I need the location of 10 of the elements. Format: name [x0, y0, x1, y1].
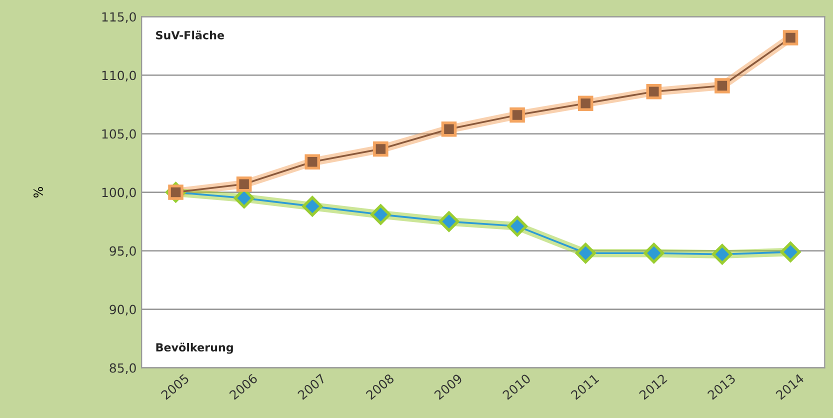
- y-tick-label: 85,0: [110, 363, 136, 374]
- y-tick-label: 105,0: [102, 129, 136, 140]
- y-tick-label: 90,0: [110, 304, 136, 316]
- y-tick-label: 115,0: [102, 12, 136, 23]
- y-tick-label: 110,0: [102, 70, 136, 82]
- y-tick-label: 100,0: [102, 188, 136, 198]
- y-axis-title: %: [34, 187, 43, 198]
- annotation: SuV-Fläche: [156, 30, 224, 40]
- annotation: Bevölkerung: [156, 342, 233, 354]
- y-tick-label: 95,0: [110, 246, 136, 257]
